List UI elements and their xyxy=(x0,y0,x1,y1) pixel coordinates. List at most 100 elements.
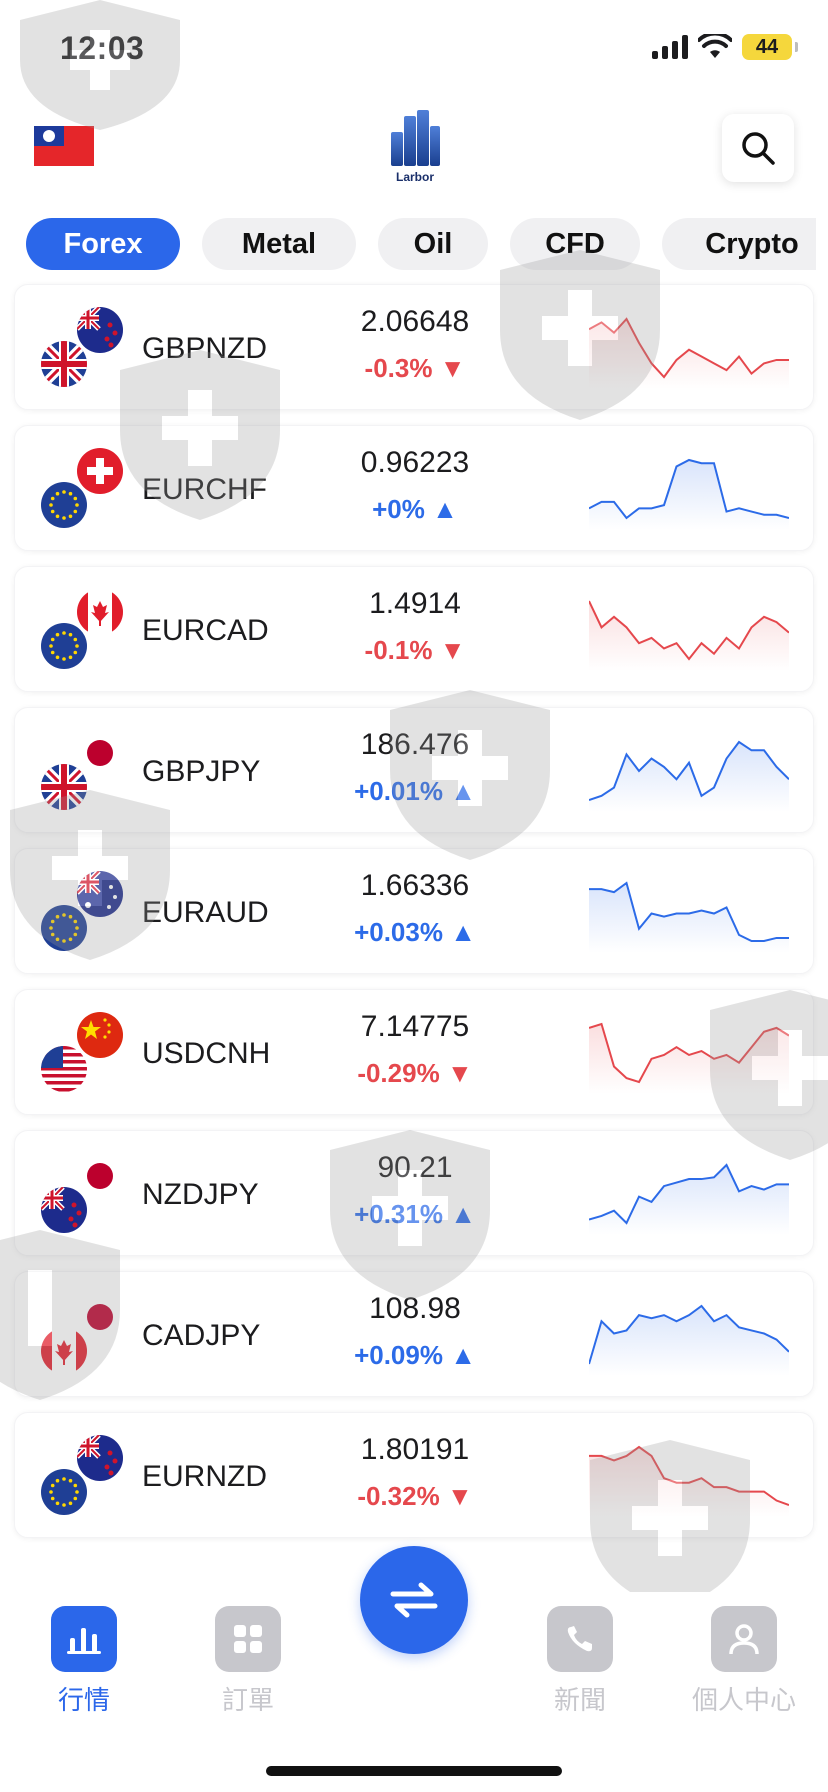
trend-down-icon: ▼ xyxy=(439,635,466,665)
nav-item-orders[interactable]: 訂單 xyxy=(188,1606,308,1717)
trade-button[interactable] xyxy=(360,1546,468,1654)
change-value: +0% xyxy=(372,494,425,524)
price-value: 1.66336 xyxy=(360,869,470,902)
quote-row[interactable]: GBPJPY 186.476 +0.01% ▲ xyxy=(14,707,814,833)
trend-up-icon: ▲ xyxy=(450,1199,476,1229)
change-percent: +0.03% ▲ xyxy=(315,917,515,948)
symbol-name: CADJPY xyxy=(142,1319,261,1352)
flag-icon-eu xyxy=(41,482,87,528)
sparkline-chart xyxy=(589,1304,789,1376)
currency-flags xyxy=(41,589,131,671)
symbol-name: NZDJPY xyxy=(142,1178,259,1211)
price-value: 0.96223 xyxy=(360,446,470,479)
flag-icon-gb xyxy=(41,341,87,387)
quote-list: GBPNZD 2.06648 -0.3% ▼ EURCHF 0.96223 +0… xyxy=(14,284,814,1553)
nav-label: 新聞 xyxy=(553,1685,606,1715)
change-percent: -0.29% ▼ xyxy=(315,1058,515,1089)
flag-icon-nz xyxy=(77,1435,123,1481)
nav-label: 訂單 xyxy=(221,1685,274,1715)
sparkline-line xyxy=(589,1163,789,1225)
sparkline-chart xyxy=(589,1022,789,1094)
category-tabs: Forex Metal Oil CFD Crypto xyxy=(26,218,816,274)
change-percent: +0% ▲ xyxy=(315,494,515,525)
sparkline-area xyxy=(589,1165,789,1235)
flag-icon-eu xyxy=(41,623,87,669)
nav-item-profile[interactable]: 個人中心 xyxy=(684,1606,804,1717)
nav-item-news[interactable]: 新聞 xyxy=(520,1606,640,1717)
quote-row[interactable]: EURNZD 1.80191 -0.32% ▼ xyxy=(14,1412,814,1538)
price-value: 7.14775 xyxy=(360,1010,470,1043)
grid-icon xyxy=(215,1606,281,1672)
change-percent: +0.31% ▲ xyxy=(315,1199,515,1230)
tab-metal[interactable]: Metal xyxy=(202,218,356,270)
quote-row[interactable]: NZDJPY 90.21 +0.31% ▲ xyxy=(14,1130,814,1256)
symbol-name: EURAUD xyxy=(142,896,269,929)
nav-item-market[interactable]: 行情 xyxy=(24,1606,144,1717)
logo-text: Larbor xyxy=(395,170,434,184)
sparkline-area xyxy=(589,742,789,812)
sparkline-chart xyxy=(589,740,789,812)
flag-icon-ch xyxy=(77,448,123,494)
sparkline-line xyxy=(589,458,789,520)
change-percent: +0.01% ▲ xyxy=(315,776,515,807)
sparkline-area xyxy=(589,319,789,389)
flag-icon-gb xyxy=(41,764,87,810)
change-value: +0.01% xyxy=(354,776,443,806)
sparkline-area xyxy=(589,883,789,953)
flag-icon-ca xyxy=(77,589,123,635)
quote-row[interactable]: GBPNZD 2.06648 -0.3% ▼ xyxy=(14,284,814,410)
flag-icon-ca xyxy=(41,1328,87,1374)
change-value: -0.1% xyxy=(364,635,433,665)
search-button[interactable] xyxy=(722,114,794,182)
flag-icon-us xyxy=(41,1046,87,1092)
sparkline-area xyxy=(589,1447,789,1517)
flag-icon-jp xyxy=(77,1294,123,1340)
currency-flags xyxy=(41,307,131,389)
tab-cfd[interactable]: CFD xyxy=(510,218,640,270)
battery-indicator: 44 xyxy=(742,34,798,60)
flag-icon-nz xyxy=(77,307,123,353)
tab-forex[interactable]: Forex xyxy=(26,218,180,270)
price-value: 90.21 xyxy=(377,1151,453,1184)
flag-icon-cn xyxy=(77,1012,123,1058)
change-value: +0.09% xyxy=(354,1340,443,1370)
nav-label: 個人中心 xyxy=(691,1685,796,1715)
symbol-name: GBPNZD xyxy=(142,332,268,365)
swap-arrows-icon xyxy=(390,1582,438,1618)
currency-flags xyxy=(41,1294,131,1376)
region-flag-icon[interactable] xyxy=(34,126,94,166)
change-percent: -0.32% ▼ xyxy=(315,1481,515,1512)
trend-down-icon: ▼ xyxy=(446,1058,473,1088)
quote-row[interactable]: EURCHF 0.96223 +0% ▲ xyxy=(14,425,814,551)
change-percent: +0.09% ▲ xyxy=(315,1340,515,1371)
change-value: -0.32% xyxy=(357,1481,440,1511)
currency-flags xyxy=(41,871,131,953)
status-time: 12:03 xyxy=(60,30,145,66)
status-bar: 12:03 44 xyxy=(0,0,828,100)
tab-crypto[interactable]: Crypto xyxy=(662,218,816,270)
sparkline-line xyxy=(589,600,789,661)
quote-row[interactable]: EURCAD 1.4914 -0.1% ▼ xyxy=(14,566,814,692)
quote-row[interactable]: EURAUD 1.66336 +0.03% ▲ xyxy=(14,848,814,974)
home-indicator xyxy=(266,1766,562,1776)
sparkline-area xyxy=(589,601,789,671)
symbol-name: EURCAD xyxy=(142,614,269,647)
sparkline-chart xyxy=(589,317,789,389)
app-header: Larbor xyxy=(0,100,828,210)
quote-row[interactable]: USDCNH 7.14775 -0.29% ▼ xyxy=(14,989,814,1115)
logo-mark xyxy=(387,110,443,166)
quote-row[interactable]: CADJPY 108.98 +0.09% ▲ xyxy=(14,1271,814,1397)
user-icon xyxy=(711,1606,777,1672)
symbol-name: EURNZD xyxy=(142,1460,267,1493)
trend-up-icon: ▲ xyxy=(450,776,476,806)
flag-icon-jp xyxy=(77,730,123,776)
price-value: 1.80191 xyxy=(360,1433,470,1466)
phone-icon xyxy=(547,1606,613,1672)
change-percent: -0.3% ▼ xyxy=(315,353,515,384)
tab-oil[interactable]: Oil xyxy=(378,218,488,270)
sparkline-line xyxy=(589,881,789,942)
sparkline-chart xyxy=(589,458,789,530)
change-value: +0.03% xyxy=(354,917,443,947)
status-indicators: 44 xyxy=(652,34,798,60)
sparkline-area xyxy=(589,1306,789,1376)
